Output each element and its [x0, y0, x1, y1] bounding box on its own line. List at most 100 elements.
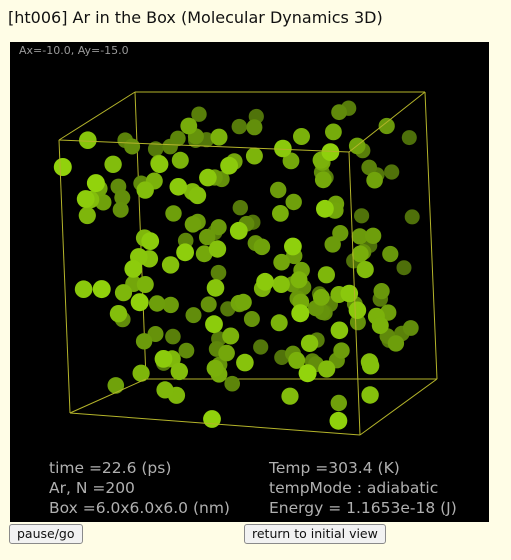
argon-particle: [78, 206, 96, 225]
argon-particle: [206, 359, 224, 377]
argon-particle: [253, 238, 271, 256]
argon-particle: [300, 334, 319, 352]
argon-particle: [329, 411, 348, 430]
argon-particle: [130, 293, 149, 312]
argon-particle: [112, 201, 129, 218]
argon-particle: [272, 205, 289, 222]
pause-go-button[interactable]: pause/go: [9, 524, 83, 544]
argon-particle: [165, 205, 182, 222]
box-edge-front: [69, 412, 361, 436]
argon-particle: [124, 260, 143, 278]
argon-particle: [114, 284, 133, 302]
argon-particle: [282, 152, 300, 170]
argon-particle: [141, 232, 160, 251]
argon-particle: [351, 228, 368, 245]
argon-particle: [378, 117, 395, 135]
argon-particle: [162, 296, 179, 314]
argon-particle: [188, 186, 207, 205]
argon-particle: [364, 227, 382, 244]
argon-particle: [109, 305, 128, 323]
argon-particle: [396, 260, 412, 276]
argon-particle: [206, 279, 225, 297]
argon-particle: [321, 143, 340, 161]
argon-particle: [95, 194, 112, 211]
energy-readout: Energy = 1.1653e-18 (J): [269, 499, 457, 517]
argon-particle: [318, 360, 336, 378]
species-readout: Ar, N =200: [49, 479, 135, 497]
argon-particle: [272, 275, 290, 293]
argon-particle: [210, 219, 227, 236]
argon-particle: [205, 315, 223, 334]
argon-particle: [208, 240, 227, 258]
argon-particle: [169, 178, 188, 196]
box-edge-front: [58, 139, 350, 153]
argon-particle: [331, 104, 347, 121]
argon-particle: [285, 193, 302, 211]
argon-particle: [154, 350, 173, 368]
argon-particle: [220, 156, 239, 175]
argon-particle: [404, 209, 420, 225]
argon-particle: [312, 289, 330, 306]
argon-particle: [92, 280, 111, 299]
time-readout: time =22.6 (ps): [49, 459, 172, 477]
argon-particle: [86, 174, 105, 193]
argon-particle: [210, 264, 227, 281]
argon-particle: [288, 351, 306, 369]
argon-particle: [74, 280, 93, 298]
argon-particle: [136, 181, 154, 199]
argon-particle: [76, 190, 95, 208]
argon-particle: [170, 130, 186, 147]
argon-particle: [184, 216, 202, 233]
argon-particle: [178, 342, 195, 359]
argon-particle: [132, 364, 150, 382]
argon-particle: [348, 301, 367, 320]
argon-particle: [284, 237, 302, 256]
argon-particle: [325, 123, 342, 141]
argon-particle: [199, 228, 216, 246]
argon-particle: [256, 272, 274, 291]
argon-particle: [351, 245, 369, 263]
argon-particle: [203, 410, 221, 428]
argon-particle: [333, 342, 350, 359]
argon-particle: [199, 168, 217, 187]
argon-particle: [180, 117, 198, 135]
temperature-readout: Temp =303.4 (K): [269, 459, 400, 477]
box-edge-depth: [359, 378, 438, 436]
simulation-canvas[interactable]: Ax=-10.0, Ay=-15.0 time =22.6 (ps) Ar, N…: [10, 42, 489, 522]
stats-left: time =22.6 (ps) Ar, N =200 Box =6.0x6.0x…: [49, 458, 230, 518]
argon-particle: [402, 320, 419, 336]
argon-particle: [235, 293, 252, 311]
argon-particle: [79, 131, 97, 149]
argon-particle: [170, 362, 188, 381]
box-edge-back: [424, 91, 438, 380]
argon-particle: [135, 333, 153, 350]
argon-particle: [147, 141, 164, 157]
argon-particle: [371, 317, 389, 334]
argon-particle: [361, 357, 380, 375]
box-edge-depth: [348, 91, 426, 153]
argon-particle: [222, 327, 240, 345]
argon-particle: [150, 155, 169, 174]
argon-particle: [114, 189, 131, 206]
argon-particle: [218, 344, 235, 362]
reset-view-button[interactable]: return to initial view: [244, 524, 386, 544]
simulation-view[interactable]: [10, 42, 489, 522]
argon-particle: [210, 128, 228, 146]
argon-particle: [401, 130, 417, 146]
argon-particle: [382, 245, 399, 263]
argon-particle: [361, 159, 378, 176]
argon-particle: [298, 364, 317, 383]
stats-right: Temp =303.4 (K) tempMode : adiabatic Ene…: [269, 458, 457, 518]
argon-particle: [195, 245, 213, 263]
argon-particle: [373, 283, 390, 300]
argon-particle: [314, 171, 332, 189]
box-edge-front: [58, 139, 71, 414]
argon-particle: [340, 284, 359, 303]
view-angles-readout: Ax=-10.0, Ay=-15.0: [19, 44, 129, 57]
argon-particle: [330, 394, 347, 412]
argon-particle: [274, 139, 292, 158]
argon-particle: [361, 386, 379, 404]
argon-particle: [200, 296, 217, 313]
temp-mode-readout: tempMode : adiabatic: [269, 479, 439, 497]
argon-particle: [293, 128, 310, 145]
